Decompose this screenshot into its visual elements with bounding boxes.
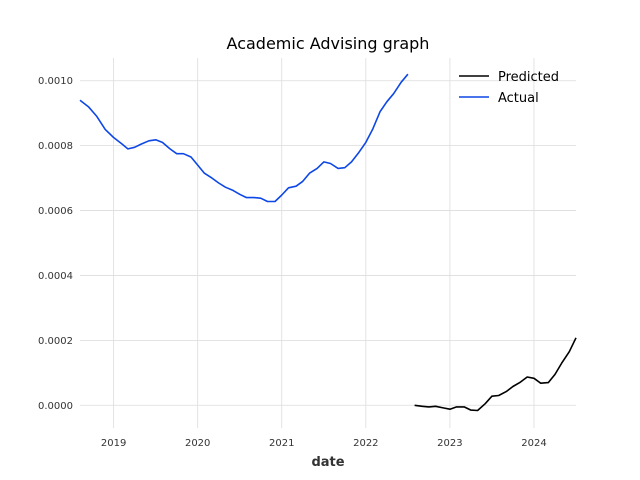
series-lines [79, 73, 577, 412]
legend-label-predicted: Predicted [498, 70, 559, 85]
y-tick-label: 0.0000 [38, 401, 73, 412]
x-tick-label: 2020 [185, 438, 210, 449]
legend-label-actual: Actual [498, 91, 539, 106]
x-tick-label: 2019 [101, 438, 126, 449]
legend: Predicted Actual [459, 70, 559, 106]
x-tick-label: 2022 [353, 438, 378, 449]
series-line-predicted [414, 337, 577, 412]
x-tick-label: 2024 [521, 438, 546, 449]
x-axis-ticks: 2019 2020 2021 2022 2023 2024 [101, 438, 547, 449]
y-tick-label: 0.0002 [38, 336, 73, 347]
series-line-actual [79, 73, 409, 203]
x-tick-label: 2021 [269, 438, 294, 449]
x-axis-label: date [311, 455, 344, 470]
y-tick-label: 0.0006 [38, 206, 73, 217]
chart-title: Academic Advising graph [227, 34, 430, 53]
x-tick-label: 2023 [437, 438, 462, 449]
y-tick-label: 0.0008 [38, 141, 73, 152]
grid-lines [80, 58, 576, 428]
y-tick-label: 0.0004 [38, 271, 73, 282]
y-axis-ticks: 0.0000 0.0002 0.0004 0.0006 0.0008 0.0010 [38, 76, 73, 412]
y-tick-label: 0.0010 [38, 76, 73, 87]
